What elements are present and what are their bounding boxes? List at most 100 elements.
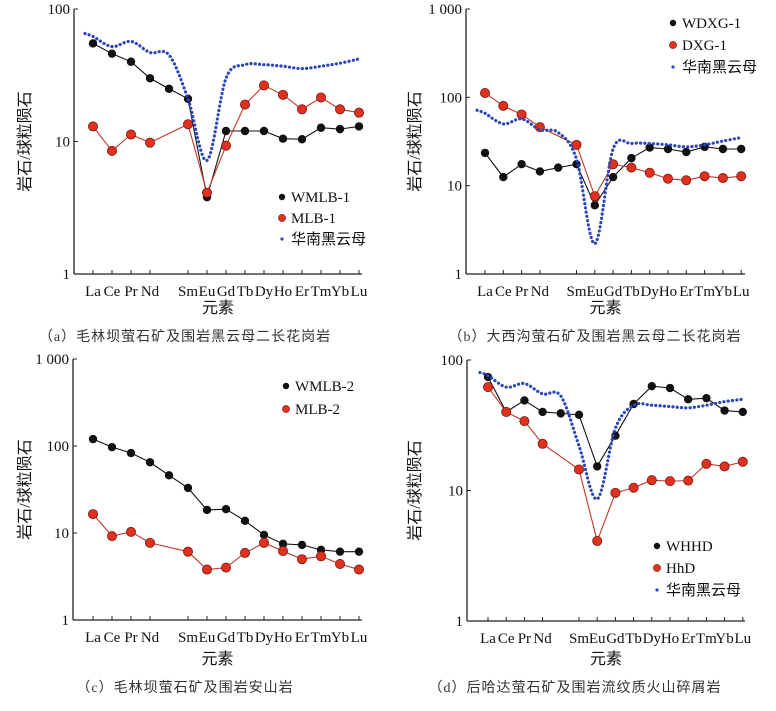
data-point-pr <box>126 448 136 458</box>
legend-marker-rock <box>653 542 661 550</box>
data-point-er <box>297 135 307 144</box>
series-华南黑云母 <box>475 108 743 246</box>
data-point-tb <box>240 126 250 136</box>
x-tick-label-er: Er <box>295 284 309 300</box>
data-point-ce <box>499 172 508 182</box>
data-point-er <box>297 540 307 550</box>
legend-label: 华南黑云母 <box>666 582 741 599</box>
data-point-dy <box>644 167 655 178</box>
series-MLB-2 <box>88 509 364 575</box>
data-point-ce <box>107 145 118 156</box>
data-point-nd <box>535 167 545 176</box>
y-axis-title: 岩石/球粒陨石 <box>406 440 424 540</box>
data-point-ho <box>278 134 288 143</box>
x-tick-label-nd: Nd <box>141 630 160 646</box>
data-point-er <box>683 475 694 486</box>
legend-item: MLB-1 <box>278 211 336 227</box>
series-MLB-1 <box>88 80 364 198</box>
legend-item: WDXG-1 <box>669 16 741 32</box>
biotite-curve <box>475 108 743 246</box>
legend: WHHD HhD 华南黑云母 <box>653 539 741 599</box>
y-axis-title: 岩石/球粒陨石 <box>16 91 34 191</box>
chart-panel-a: 1 10 100 La Ce Pr Nd Sm Eu Gd Tb Dy Ho Er Tm Yb Lu 岩石/球粒陨… <box>16 2 368 345</box>
data-point-nd <box>145 458 155 467</box>
data-point-er <box>682 147 691 157</box>
panel-caption: （d）后哈达萤石矿及围岩流纹质火山碎屑岩 <box>429 680 722 696</box>
data-point-nd <box>537 438 548 449</box>
data-point-lu <box>738 407 747 417</box>
data-point-la <box>479 87 490 98</box>
y-axis-title: 岩石/球粒陨石 <box>406 91 424 191</box>
data-point-yb <box>335 547 345 556</box>
series-DXG-1 <box>479 87 747 202</box>
legend-label: WMLB-1 <box>291 190 350 206</box>
data-point-sm <box>574 410 584 420</box>
x-tick-label-eu: Eu <box>589 631 606 647</box>
legend-label: 华南黑云母 <box>291 231 366 248</box>
data-point-gd <box>610 487 621 498</box>
data-point-pm <box>554 163 563 172</box>
series-WMLB-1 <box>88 39 364 202</box>
x-tick-label-tm: Tm <box>311 284 332 300</box>
data-point-eu <box>202 505 212 515</box>
legend-label: MLB-2 <box>295 402 340 418</box>
legend-marker-ore <box>282 405 290 413</box>
data-point-pr <box>519 416 530 427</box>
legend-label: DXG-1 <box>682 38 727 54</box>
data-point-sm <box>182 119 193 130</box>
data-point-la <box>482 382 493 393</box>
data-point-pm <box>164 84 174 93</box>
x-tick-label-ho: Ho <box>659 284 677 300</box>
data-point-tb <box>239 547 250 558</box>
x-tick-label-lu: Lu <box>351 630 368 646</box>
data-point-tm <box>315 92 326 103</box>
data-point-sm <box>182 546 193 557</box>
data-point-dy <box>646 475 657 486</box>
data-point-gd <box>220 562 231 573</box>
y-tick-label: 1 <box>62 613 70 629</box>
x-tick-label-gd: Gd <box>217 284 236 300</box>
data-point-gd <box>608 172 618 182</box>
legend-label: HhD <box>666 561 695 577</box>
y-tick-label: 10 <box>448 484 463 500</box>
x-tick-label-er: Er <box>679 284 693 300</box>
x-axis-title: 元素 <box>590 650 622 668</box>
data-point-ce <box>107 442 117 452</box>
x-tick-label-la: La <box>480 631 496 647</box>
data-point-yb <box>334 559 345 570</box>
data-point-ho <box>665 383 675 393</box>
series-HhD <box>482 382 748 547</box>
legend-item: MLB-2 <box>282 402 340 418</box>
data-point-pr <box>517 159 526 169</box>
data-point-tm <box>702 393 711 403</box>
x-tick-label-gd: Gd <box>606 631 625 647</box>
x-tick-label-ce: Ce <box>495 284 512 300</box>
data-point-tm <box>701 458 712 469</box>
data-point-lu <box>354 547 364 556</box>
x-tick-label-tb: Tb <box>237 630 254 646</box>
x-tick-label-pr: Pr <box>124 630 137 646</box>
legend-item: 华南黑云母 <box>280 231 366 248</box>
x-tick-label-pr: Pr <box>515 284 528 300</box>
x-tick-label-sm: Sm <box>178 284 198 300</box>
y-tick-label: 1 <box>456 614 464 630</box>
data-point-la <box>88 121 99 132</box>
data-point-gd <box>221 126 231 136</box>
data-point-yb <box>720 406 729 415</box>
data-point-lu <box>353 107 364 118</box>
data-point-dy <box>259 530 269 540</box>
data-point-ho <box>277 546 288 557</box>
x-tick-label-ce: Ce <box>104 630 121 646</box>
legend-marker-rock <box>278 193 286 201</box>
x-tick-label-tm: Tm <box>311 630 332 646</box>
data-point-er <box>681 175 692 186</box>
x-tick-label-dy: Dy <box>643 631 662 647</box>
legend-label: 华南黑云母 <box>682 59 757 76</box>
legend-item: 华南黑云母 <box>655 582 741 599</box>
data-point-lu <box>353 564 364 575</box>
y-tick-label: 100 <box>48 2 71 18</box>
data-point-tm <box>316 123 326 132</box>
x-tick-label-pr: Pr <box>124 284 137 300</box>
